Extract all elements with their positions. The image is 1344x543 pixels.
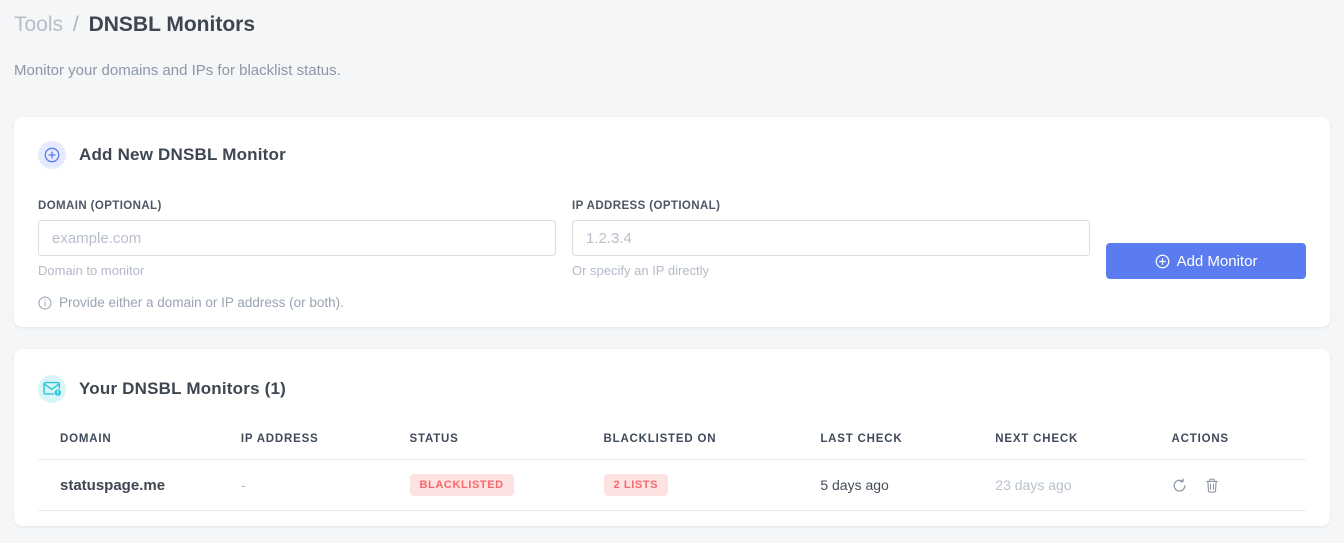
plus-circle-icon [38, 141, 66, 169]
domain-field-group: DOMAIN (OPTIONAL) Domain to monitor [38, 200, 556, 279]
add-monitor-button[interactable]: Add Monitor [1106, 243, 1306, 279]
add-monitor-title: Add New DNSBL Monitor [79, 145, 286, 164]
ip-input[interactable] [572, 220, 1090, 256]
column-header-actions: ACTIONS [1171, 433, 1229, 445]
ip-address-cell: - [240, 477, 246, 493]
ip-label: IP ADDRESS (OPTIONAL) [572, 200, 721, 212]
domain-helper: Domain to monitor [38, 263, 145, 278]
info-note: Provide either a domain or IP address (o… [38, 295, 1306, 310]
table-row: statuspage.me - BLACKLISTED 2 LISTS 5 da… [38, 460, 1306, 511]
actions-cell [1172, 460, 1306, 511]
page: Tools / DNSBL Monitors Monitor your doma… [14, 12, 1330, 526]
monitors-card-header: Your DNSBL Monitors (1) [38, 375, 1306, 403]
next-check-cell: 23 days ago [995, 477, 1072, 493]
info-note-text: Provide either a domain or IP address (o… [59, 295, 344, 310]
plus-circle-icon [1155, 254, 1170, 269]
delete-button[interactable] [1205, 478, 1219, 493]
trash-icon [1205, 478, 1219, 493]
domain-cell: statuspage.me [60, 476, 166, 494]
last-check-cell: 5 days ago [820, 477, 889, 493]
add-monitor-button-col: Add Monitor [1106, 200, 1306, 279]
table-header-row: DOMAIN IP ADDRESS STATUS BLACKLISTED ON … [38, 427, 1306, 460]
breadcrumb-tools-link[interactable]: Tools [14, 13, 64, 36]
ip-field-group: IP ADDRESS (OPTIONAL) Or specify an IP d… [572, 200, 1090, 279]
column-header-ip-address: IP ADDRESS [240, 433, 319, 445]
add-monitor-form: DOMAIN (OPTIONAL) Domain to monitor IP A… [38, 200, 1306, 279]
monitors-table: DOMAIN IP ADDRESS STATUS BLACKLISTED ON … [38, 427, 1306, 511]
add-monitor-card-header: Add New DNSBL Monitor [38, 141, 1306, 169]
blacklisted-on-badge[interactable]: 2 LISTS [603, 474, 669, 496]
breadcrumb: Tools / DNSBL Monitors [14, 12, 1330, 38]
ip-helper: Or specify an IP directly [572, 263, 710, 278]
column-header-status: STATUS [409, 433, 459, 445]
domain-label: DOMAIN (OPTIONAL) [38, 200, 162, 212]
column-header-last-check: LAST CHECK [820, 433, 903, 445]
monitors-card: Your DNSBL Monitors (1) DOMAIN IP ADDRES… [14, 349, 1330, 526]
status-badge: BLACKLISTED [409, 474, 514, 496]
mail-alert-icon [38, 375, 66, 403]
breadcrumb-separator: / [72, 13, 79, 36]
monitors-title: Your DNSBL Monitors (1) [79, 379, 287, 398]
add-monitor-button-label: Add Monitor [1176, 252, 1258, 270]
refresh-icon [1172, 478, 1187, 493]
column-header-next-check: NEXT CHECK [995, 433, 1079, 445]
add-monitor-card: Add New DNSBL Monitor DOMAIN (OPTIONAL) … [14, 117, 1330, 327]
info-icon [38, 296, 52, 310]
page-title: DNSBL Monitors [88, 13, 256, 36]
column-header-blacklisted-on: BLACKLISTED ON [603, 433, 717, 445]
refresh-button[interactable] [1172, 478, 1187, 493]
page-subtitle: Monitor your domains and IPs for blackli… [14, 62, 341, 79]
blacklisted-on-cell: 2 LISTS [603, 460, 821, 511]
column-header-domain: DOMAIN [60, 433, 112, 445]
domain-input[interactable] [38, 220, 556, 256]
status-cell: BLACKLISTED [409, 460, 604, 511]
